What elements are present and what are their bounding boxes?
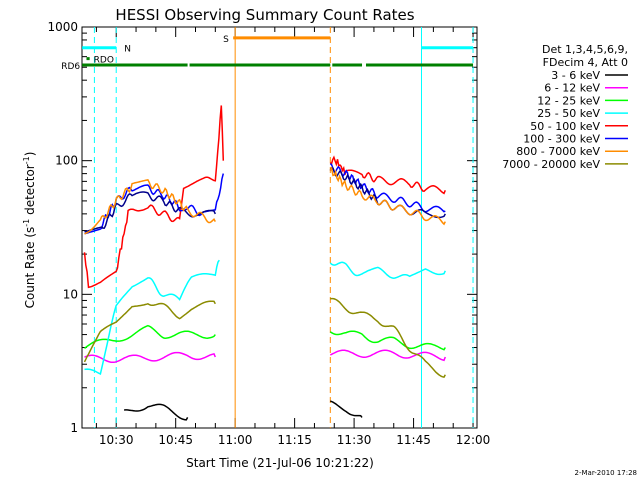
legend-entry-label: 800 - 7000 keV [516, 145, 600, 158]
x-tick-label: 11:15 [277, 433, 312, 447]
footer-timestamp: 2-Mar-2010 17:28 [575, 469, 637, 477]
series-line [84, 324, 216, 349]
x-tick-label: 12:00 [456, 433, 491, 447]
series-line [329, 155, 446, 195]
chart-title: HESSI Observing Summary Count Rates [115, 6, 414, 24]
x-tick-label: 11:00 [218, 433, 253, 447]
x-tick-label: 11:45 [396, 433, 431, 447]
x-tick-label: 11:30 [337, 433, 372, 447]
y-tick-label: 100 [55, 154, 78, 168]
series-line [330, 400, 363, 418]
x-axis-label: Start Time (21-Jul-06 10:21:22) [186, 456, 374, 470]
series-line [84, 351, 216, 364]
series-line [330, 297, 446, 378]
series-line [329, 349, 446, 362]
series-line [83, 300, 216, 363]
legend-entry-label: 50 - 100 keV [530, 120, 600, 133]
series-line [329, 330, 446, 351]
y-axis-label: Count Rate (s-1 detector-1) [22, 152, 37, 309]
legend-header-line-1: Det 1,3,4,5,6,9, [542, 43, 628, 56]
legend-header-line-2: FDecim 4, Att 0 [543, 56, 628, 69]
legend-entry-label: 7000 - 20000 keV [502, 158, 600, 171]
x-tick-label: 10:30 [99, 433, 134, 447]
x-tick-label: 10:45 [158, 433, 193, 447]
legend-entry-label: 25 - 50 keV [537, 107, 600, 120]
legend-entry-label: 3 - 6 keV [551, 69, 600, 82]
status-bar-label: RDO [94, 56, 114, 66]
legend-entry-label: 100 - 300 keV [523, 133, 600, 146]
plot-area: 1 10 100 1000 10:30 10:45 11:00 11:15 11:30 11:45… [47, 20, 490, 447]
series-line [329, 166, 446, 226]
y-tick-label: 1 [70, 421, 78, 435]
series-line [124, 403, 189, 421]
legend-entry-label: 6 - 12 keV [544, 82, 600, 95]
plot-frame [81, 26, 478, 429]
series-line [83, 105, 225, 289]
status-bar-label: N [124, 45, 131, 55]
series-line [84, 259, 220, 375]
status-bar-label: RD6 [61, 62, 80, 72]
status-bar-label: S [223, 35, 229, 45]
y-tick-label: 1000 [47, 20, 78, 34]
legend-entry-label: 12 - 25 keV [537, 94, 600, 107]
series-line [84, 178, 216, 235]
series-line [329, 261, 446, 279]
y-tick-label: 10 [63, 287, 78, 301]
